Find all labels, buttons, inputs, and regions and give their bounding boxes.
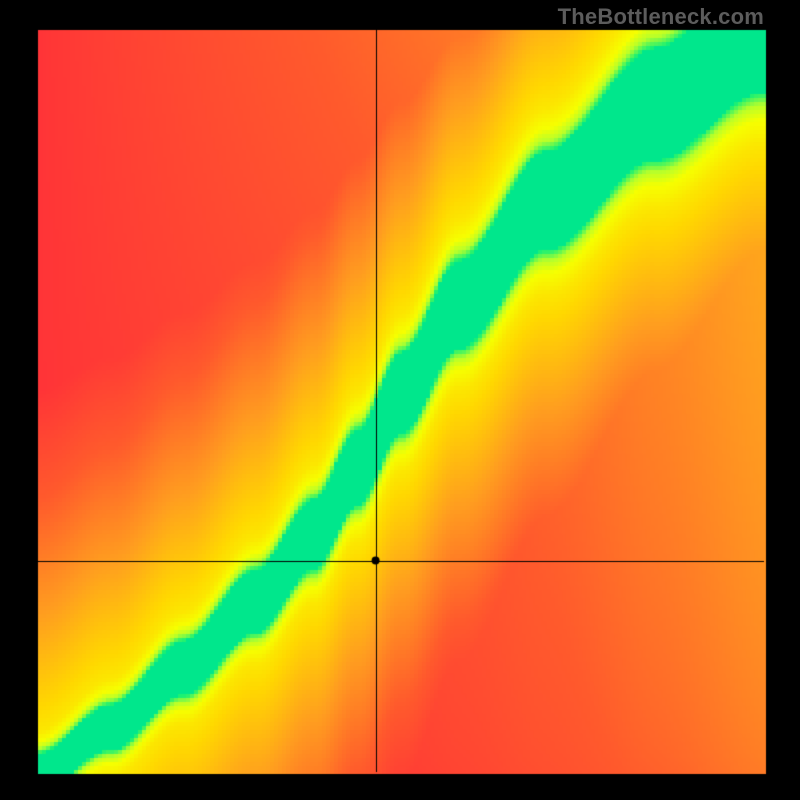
chart-container: TheBottleneck.com [0,0,800,800]
watermark-text: TheBottleneck.com [558,4,764,30]
bottleneck-heatmap [0,0,800,800]
